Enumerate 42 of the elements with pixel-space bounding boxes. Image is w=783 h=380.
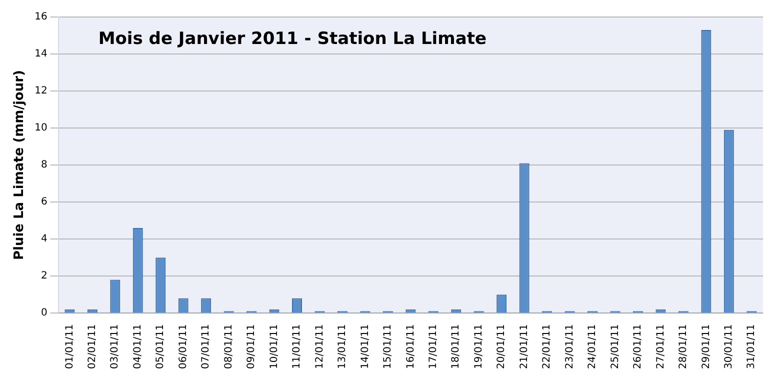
x-tick-label: 28/01/11: [678, 324, 690, 370]
x-tick-label: 19/01/11: [473, 324, 484, 370]
y-tick-label: 8: [40, 160, 48, 171]
x-tick-label: 02/01/11: [87, 324, 98, 370]
y-tick-label: 16: [34, 12, 48, 23]
x-tick-label: 07/01/11: [200, 324, 212, 370]
x-tick-label: 18/01/11: [450, 324, 462, 370]
x-tick-label: 30/01/11: [723, 324, 734, 370]
x-tick-label: 08/01/11: [223, 324, 234, 370]
y-tick-label: 12: [34, 86, 48, 97]
y-tick-label: 0: [40, 308, 48, 319]
x-tick-label: 25/01/11: [610, 324, 621, 370]
y-axis-title: Pluie La Limate (mm/jour): [12, 70, 28, 260]
x-tick-label: 16/01/11: [405, 324, 416, 370]
x-tick-label: 21/01/11: [518, 324, 530, 370]
x-tick-label: 29/01/11: [700, 324, 712, 370]
x-tick-label: 03/01/11: [110, 324, 121, 370]
x-tick-label: 17/01/11: [428, 324, 439, 370]
x-tick-label: 06/01/11: [178, 324, 189, 370]
x-tick-label: 05/01/11: [155, 324, 166, 370]
y-tick-label: 6: [40, 196, 48, 208]
x-tick-label: 14/01/11: [360, 324, 371, 370]
y-tick-label: 14: [34, 48, 48, 60]
x-tick-label: 23/01/11: [564, 324, 576, 370]
x-tick-label: 15/01/11: [382, 324, 394, 370]
x-tick-label: 27/01/11: [655, 324, 666, 370]
x-tick-label: 22/01/11: [542, 324, 553, 370]
x-tick-label: 20/01/11: [496, 324, 508, 370]
x-tick-label: 26/01/11: [632, 324, 644, 370]
text: Mois de Janvier 2011 - Station La Limate: [98, 28, 486, 49]
x-tick-label: 01/01/11: [64, 324, 76, 370]
x-tick-label: 04/01/11: [132, 324, 144, 370]
y-tick-label: 4: [40, 234, 48, 245]
y-tick-label: 10: [34, 122, 48, 134]
x-tick-label: 12/01/11: [314, 324, 326, 370]
x-tick-label: 24/01/11: [587, 324, 598, 370]
x-tick-label: 09/01/11: [246, 324, 258, 370]
x-tick-label: 13/01/11: [337, 324, 348, 370]
y-tick-label: 2: [40, 270, 48, 282]
x-tick-label: 11/01/11: [292, 324, 303, 370]
x-tick-label: 10/01/11: [268, 324, 280, 370]
x-tick-label: 31/01/11: [746, 324, 758, 370]
